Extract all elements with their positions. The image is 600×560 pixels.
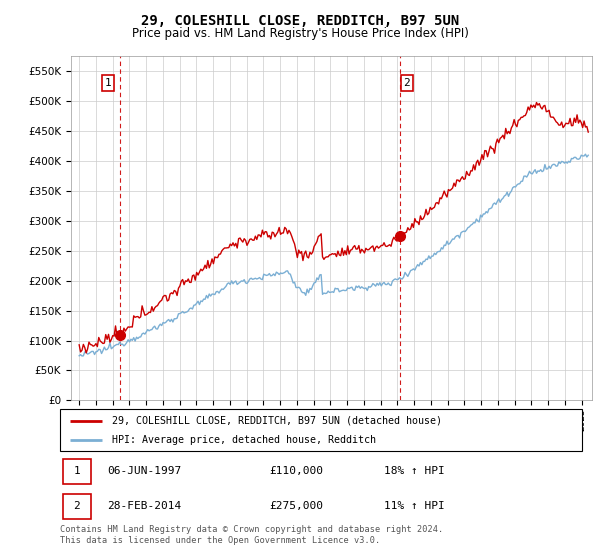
Text: 1: 1 [74, 466, 80, 476]
Bar [62, 459, 91, 484]
Text: 1: 1 [105, 78, 112, 88]
Text: 2: 2 [74, 501, 80, 511]
Bar [62, 494, 91, 519]
Text: 11% ↑ HPI: 11% ↑ HPI [383, 501, 445, 511]
Text: £275,000: £275,000 [269, 501, 323, 511]
Text: Price paid vs. HM Land Registry's House Price Index (HPI): Price paid vs. HM Land Registry's House … [131, 27, 469, 40]
Text: 2: 2 [404, 78, 410, 88]
Text: 06-JUN-1997: 06-JUN-1997 [107, 466, 181, 476]
Text: 29, COLESHILL CLOSE, REDDITCH, B97 5UN: 29, COLESHILL CLOSE, REDDITCH, B97 5UN [141, 14, 459, 28]
Text: £110,000: £110,000 [269, 466, 323, 476]
Text: HPI: Average price, detached house, Redditch: HPI: Average price, detached house, Redd… [112, 435, 376, 445]
Text: 29, COLESHILL CLOSE, REDDITCH, B97 5UN (detached house): 29, COLESHILL CLOSE, REDDITCH, B97 5UN (… [112, 416, 442, 426]
Text: 28-FEB-2014: 28-FEB-2014 [107, 501, 181, 511]
Text: 18% ↑ HPI: 18% ↑ HPI [383, 466, 445, 476]
Text: Contains HM Land Registry data © Crown copyright and database right 2024.
This d: Contains HM Land Registry data © Crown c… [60, 525, 443, 545]
